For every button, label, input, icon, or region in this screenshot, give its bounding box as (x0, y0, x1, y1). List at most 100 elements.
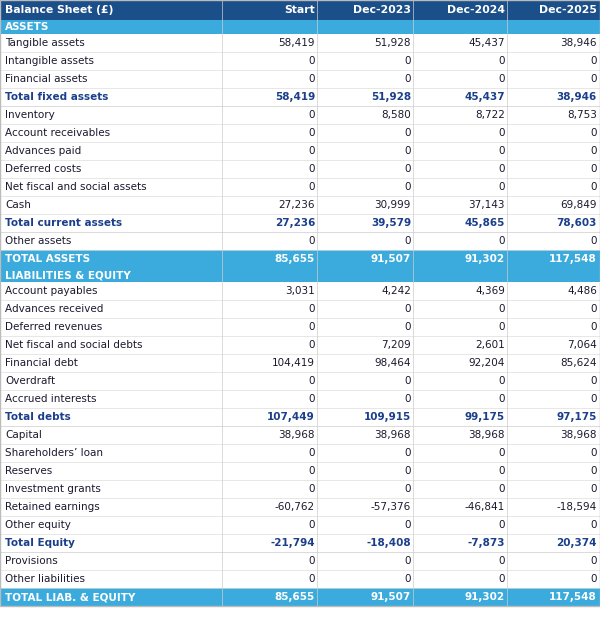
Text: 58,419: 58,419 (275, 92, 315, 102)
Text: Cash: Cash (5, 200, 31, 210)
Text: 0: 0 (404, 574, 411, 584)
Text: LIABILITIES & EQUITY: LIABILITIES & EQUITY (5, 270, 131, 280)
Text: 0: 0 (499, 466, 505, 476)
Bar (0, 570, 600, 588)
Text: 0: 0 (308, 164, 315, 174)
Text: 0: 0 (590, 322, 597, 332)
Text: 0: 0 (404, 74, 411, 84)
Text: 0: 0 (404, 322, 411, 332)
Text: 0: 0 (499, 556, 505, 566)
Text: 99,175: 99,175 (465, 412, 505, 422)
Text: 2,601: 2,601 (475, 340, 505, 350)
Text: 0: 0 (499, 128, 505, 138)
Text: 0: 0 (308, 74, 315, 84)
Text: 0: 0 (308, 340, 315, 350)
Text: Advances paid: Advances paid (5, 146, 81, 156)
Text: Investment grants: Investment grants (5, 484, 101, 494)
Text: 0: 0 (404, 304, 411, 314)
Text: 27,236: 27,236 (275, 218, 315, 228)
Text: Account receivables: Account receivables (5, 128, 110, 138)
Bar (0, 318, 600, 336)
Bar (0, 142, 600, 160)
Text: 85,655: 85,655 (275, 592, 315, 602)
Text: 0: 0 (590, 128, 597, 138)
Text: 8,580: 8,580 (381, 110, 411, 120)
Text: 39,579: 39,579 (371, 218, 411, 228)
Text: 98,464: 98,464 (374, 358, 411, 368)
Bar (0, 498, 600, 516)
Text: 0: 0 (590, 574, 597, 584)
Bar (0, 516, 600, 534)
Text: Inventory: Inventory (5, 110, 55, 120)
Text: 0: 0 (404, 376, 411, 386)
Text: TOTAL ASSETS: TOTAL ASSETS (5, 254, 90, 264)
Text: Total fixed assets: Total fixed assets (5, 92, 109, 102)
Bar (0, 70, 600, 88)
Text: Account payables: Account payables (5, 286, 97, 296)
Text: Shareholders’ loan: Shareholders’ loan (5, 448, 103, 458)
Text: 0: 0 (499, 236, 505, 246)
Text: Dec-2023: Dec-2023 (353, 5, 411, 15)
Text: Capital: Capital (5, 430, 42, 440)
Text: 92,204: 92,204 (469, 358, 505, 368)
Text: 58,419: 58,419 (278, 38, 315, 48)
Text: Accrued interests: Accrued interests (5, 394, 97, 404)
Bar (0, 178, 600, 196)
Text: 0: 0 (308, 574, 315, 584)
Text: 109,915: 109,915 (364, 412, 411, 422)
Text: Provisions: Provisions (5, 556, 58, 566)
Text: Deferred costs: Deferred costs (5, 164, 82, 174)
Text: 8,753: 8,753 (567, 110, 597, 120)
Text: 0: 0 (590, 448, 597, 458)
Text: 0: 0 (590, 520, 597, 530)
Text: 0: 0 (404, 164, 411, 174)
Text: 0: 0 (499, 376, 505, 386)
Bar (0, 480, 600, 498)
Text: 0: 0 (308, 484, 315, 494)
Text: 0: 0 (308, 110, 315, 120)
Text: 91,507: 91,507 (371, 592, 411, 602)
Bar (0, 426, 600, 444)
Text: 0: 0 (404, 236, 411, 246)
Text: 0: 0 (308, 394, 315, 404)
Text: 85,624: 85,624 (560, 358, 597, 368)
Text: 0: 0 (590, 146, 597, 156)
Bar (0, 106, 600, 124)
Text: 69,849: 69,849 (560, 200, 597, 210)
Text: Net fiscal and social assets: Net fiscal and social assets (5, 182, 146, 192)
Bar (0, 588, 600, 606)
Text: 0: 0 (590, 556, 597, 566)
Text: 0: 0 (499, 322, 505, 332)
Bar (0, 88, 600, 106)
Text: 0: 0 (404, 394, 411, 404)
Text: 45,865: 45,865 (464, 218, 505, 228)
Text: 4,486: 4,486 (567, 286, 597, 296)
Text: 0: 0 (308, 556, 315, 566)
Bar (0, 462, 600, 480)
Text: 0: 0 (590, 466, 597, 476)
Text: ASSETS: ASSETS (5, 22, 49, 32)
Text: 0: 0 (404, 448, 411, 458)
Text: 45,437: 45,437 (469, 38, 505, 48)
Text: 0: 0 (499, 182, 505, 192)
Text: Overdraft: Overdraft (5, 376, 55, 386)
Text: -60,762: -60,762 (275, 502, 315, 512)
Text: Tangible assets: Tangible assets (5, 38, 85, 48)
Text: 117,548: 117,548 (549, 254, 597, 264)
Text: Other equity: Other equity (5, 520, 71, 530)
Text: 20,374: 20,374 (557, 538, 597, 548)
Text: 107,449: 107,449 (267, 412, 315, 422)
Text: 97,175: 97,175 (557, 412, 597, 422)
Text: 0: 0 (308, 146, 315, 156)
Text: 0: 0 (499, 448, 505, 458)
Text: 38,968: 38,968 (374, 430, 411, 440)
Text: Advances received: Advances received (5, 304, 103, 314)
Bar (0, 534, 600, 552)
Text: 38,968: 38,968 (560, 430, 597, 440)
Text: Start: Start (284, 5, 315, 15)
Text: Intangible assets: Intangible assets (5, 56, 94, 66)
Bar (0, 372, 600, 390)
Text: 0: 0 (499, 74, 505, 84)
Text: -21,794: -21,794 (271, 538, 315, 548)
Text: 0: 0 (590, 394, 597, 404)
